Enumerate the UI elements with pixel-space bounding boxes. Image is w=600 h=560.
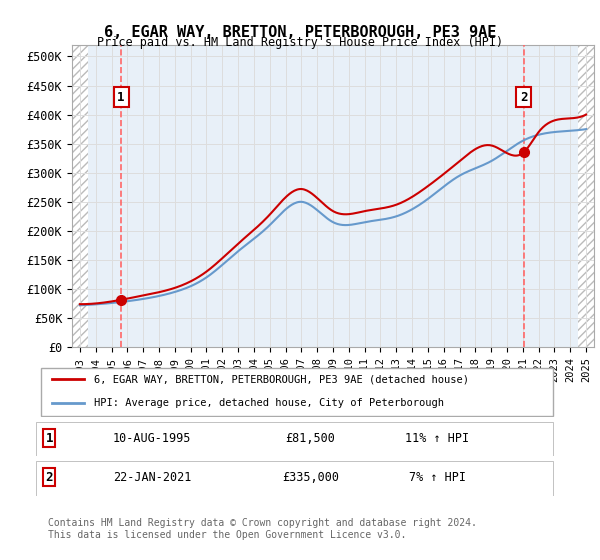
Text: Price paid vs. HM Land Registry's House Price Index (HPI): Price paid vs. HM Land Registry's House … — [97, 36, 503, 49]
Text: 7% ↑ HPI: 7% ↑ HPI — [409, 471, 466, 484]
Text: 6, EGAR WAY, BRETTON, PETERBOROUGH, PE3 9AE (detached house): 6, EGAR WAY, BRETTON, PETERBOROUGH, PE3 … — [94, 375, 469, 384]
Text: 11% ↑ HPI: 11% ↑ HPI — [405, 432, 469, 445]
Text: 22-JAN-2021: 22-JAN-2021 — [113, 471, 191, 484]
FancyBboxPatch shape — [36, 422, 553, 456]
Text: 2: 2 — [520, 91, 527, 104]
Text: Contains HM Land Registry data © Crown copyright and database right 2024.
This d: Contains HM Land Registry data © Crown c… — [48, 518, 477, 540]
Text: £81,500: £81,500 — [286, 432, 335, 445]
Text: 2: 2 — [46, 471, 53, 484]
Text: HPI: Average price, detached house, City of Peterborough: HPI: Average price, detached house, City… — [94, 398, 444, 408]
Text: 6, EGAR WAY, BRETTON, PETERBOROUGH, PE3 9AE: 6, EGAR WAY, BRETTON, PETERBOROUGH, PE3 … — [104, 25, 496, 40]
Bar — [578, 45, 594, 347]
Text: 10-AUG-1995: 10-AUG-1995 — [113, 432, 191, 445]
Bar — [72, 45, 88, 347]
Text: 1: 1 — [46, 432, 53, 445]
FancyBboxPatch shape — [36, 461, 553, 496]
Text: 1: 1 — [117, 91, 125, 104]
FancyBboxPatch shape — [41, 368, 553, 416]
Text: £335,000: £335,000 — [282, 471, 339, 484]
